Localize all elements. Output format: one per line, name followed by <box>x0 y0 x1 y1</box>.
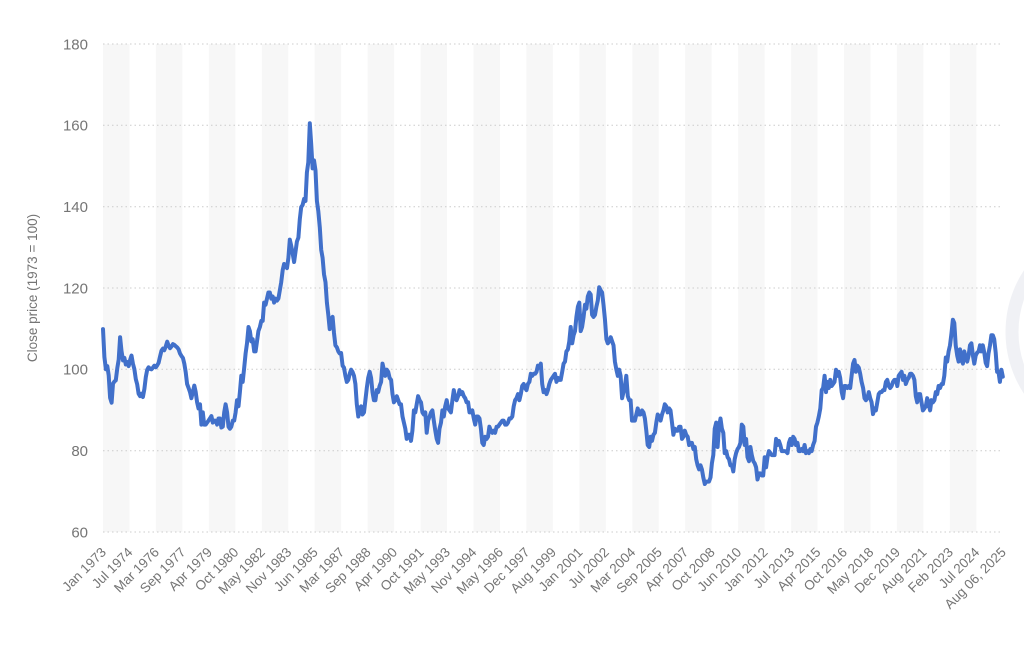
background-band <box>791 44 818 532</box>
watermark-arc <box>1005 270 1024 394</box>
y-tick-label: 60 <box>71 524 88 541</box>
y-tick-label: 80 <box>71 443 88 460</box>
y-gridlines <box>103 43 1003 533</box>
price-line <box>101 121 1005 486</box>
background-band <box>208 44 236 532</box>
background-band <box>155 44 183 532</box>
y-tick-label: 100 <box>63 362 88 379</box>
background-band <box>103 44 130 532</box>
background-band <box>420 44 448 532</box>
y-tick-labels: 180 160 140 120 100 80 60 <box>63 36 88 541</box>
y-tick-label: 180 <box>63 36 88 53</box>
background-band <box>367 44 395 532</box>
y-tick-label: 120 <box>63 280 88 297</box>
y-axis-title: Close price (1973 = 100) <box>25 214 40 362</box>
background-band <box>844 44 871 532</box>
y-tick-label: 140 <box>63 199 88 216</box>
y-tick-label: 160 <box>63 118 88 135</box>
background-band <box>579 44 606 532</box>
background-band <box>632 44 659 532</box>
